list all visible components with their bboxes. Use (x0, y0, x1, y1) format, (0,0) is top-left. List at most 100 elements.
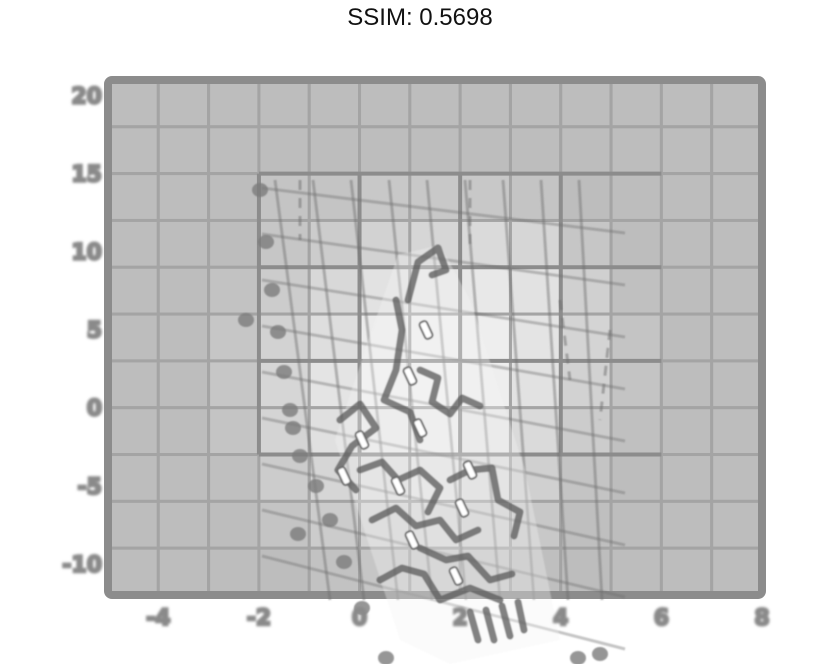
x-tick-labels: -4 -2 0 2 4 6 8 (145, 605, 771, 633)
overlay-stroke (376, 564, 504, 604)
heatmap-cell (408, 125, 462, 176)
heatmap-cell (156, 78, 211, 129)
heatmap-cell (257, 312, 311, 363)
heatmap-cell (710, 546, 764, 597)
overlay-stroke (416, 544, 516, 584)
heatmap-cell (207, 218, 261, 269)
heatmap-cell (659, 125, 714, 176)
overlay-blob (336, 555, 352, 569)
heatmap-cell (257, 499, 311, 550)
heatmap-cell (358, 172, 412, 222)
heatmap-cell (710, 406, 764, 457)
overlay-stroke (356, 458, 444, 516)
heatmap-cell (508, 218, 563, 269)
overlay-slot (448, 566, 464, 586)
heatmap-cell (458, 78, 512, 129)
overlay-band (335, 245, 560, 664)
heatmap-cell (609, 406, 663, 457)
overlay-blob (252, 183, 268, 197)
heatmap-cell (207, 453, 261, 503)
overlay-slot (402, 366, 418, 386)
heatmap-cell (508, 125, 563, 176)
heatmap-cell (710, 265, 764, 316)
heatmap-cell (659, 499, 714, 550)
heatmap-cell (508, 406, 563, 457)
heatmap-cell (156, 312, 211, 363)
heatmap-cell (659, 359, 714, 410)
overlay-line (311, 179, 366, 601)
heatmap-cell (156, 499, 211, 550)
heatmap-cell (207, 125, 261, 176)
heatmap-cell (559, 453, 613, 503)
heatmap-cell (207, 172, 261, 222)
overlay-blob (308, 479, 324, 493)
heatmap-cell (156, 125, 211, 176)
heatmap-cell (710, 499, 764, 550)
heatmap-cell (659, 453, 714, 503)
overlay-slot (454, 498, 470, 518)
heatmap-cell (609, 218, 663, 269)
heatmap-cell (257, 546, 311, 597)
overlay-dash (558, 299, 572, 381)
overlay-line (261, 186, 626, 235)
overlay-blob (276, 365, 292, 379)
overlay-blob (270, 325, 286, 339)
heatmap-cell (106, 312, 160, 363)
heatmap-cell (307, 125, 362, 176)
overlay-slot (336, 466, 352, 486)
heatmap-cell (307, 546, 362, 597)
heatmap-cell (207, 406, 261, 457)
heatmap-cell (508, 172, 563, 222)
heatmap-cell (358, 78, 412, 129)
heatmap-cell (609, 499, 663, 550)
distorted-overlay (238, 179, 626, 664)
heatmap-cell (659, 546, 714, 597)
heatmap-cell (609, 172, 663, 222)
heatmap-cell (106, 406, 160, 457)
heatmap-cell (106, 453, 160, 503)
heatmap-cell (609, 453, 663, 503)
heatmap-cell (609, 78, 663, 129)
overlay-dash (598, 329, 612, 421)
y-tick-label: -5 (78, 475, 102, 500)
heatmap-cell (257, 172, 311, 222)
overlay-line (273, 179, 332, 601)
heatmap-cell (106, 265, 160, 316)
overlay-blob (282, 403, 298, 417)
x-tick-label: -2 (247, 606, 271, 631)
overlay-blob (592, 647, 608, 661)
heatmap-cell (458, 125, 512, 176)
x-tick-label: 6 (654, 606, 669, 631)
heatmap-cell (659, 218, 714, 269)
overlay-slot (418, 320, 434, 340)
heatmap-cell (257, 125, 311, 176)
heatmap-cell (609, 546, 663, 597)
overlay-blob (378, 651, 394, 664)
heatmap-cell (207, 359, 261, 410)
heatmap-cell (659, 78, 714, 129)
x-tick-label: -4 (146, 606, 170, 631)
overlay-stroke (416, 366, 484, 418)
y-tick-label: -10 (62, 553, 102, 578)
heatmap-cell (156, 218, 211, 269)
heatmap-cell (710, 78, 764, 129)
y-tick-label: 15 (71, 163, 102, 188)
overlay-slot (412, 418, 428, 438)
overlay-blob (354, 601, 370, 615)
y-tick-label: 10 (71, 241, 102, 266)
y-tick-labels: 20 15 10 5 0 -5 -10 (61, 83, 103, 579)
heatmap-cell (156, 453, 211, 503)
heatmap-cell (408, 172, 462, 222)
y-tick-label: 0 (87, 397, 102, 422)
heatmap-cell (710, 172, 764, 222)
heatmap-cell (207, 546, 261, 597)
heatmap-cell (106, 78, 160, 129)
overlay-blob (290, 527, 306, 541)
y-tick-label: 5 (87, 319, 102, 344)
overlay-stroke (368, 504, 482, 544)
heatmap-cell (207, 78, 261, 129)
overlay-line (577, 179, 604, 601)
heatmap-cell (659, 406, 714, 457)
y-tick-label: 20 (71, 85, 102, 110)
